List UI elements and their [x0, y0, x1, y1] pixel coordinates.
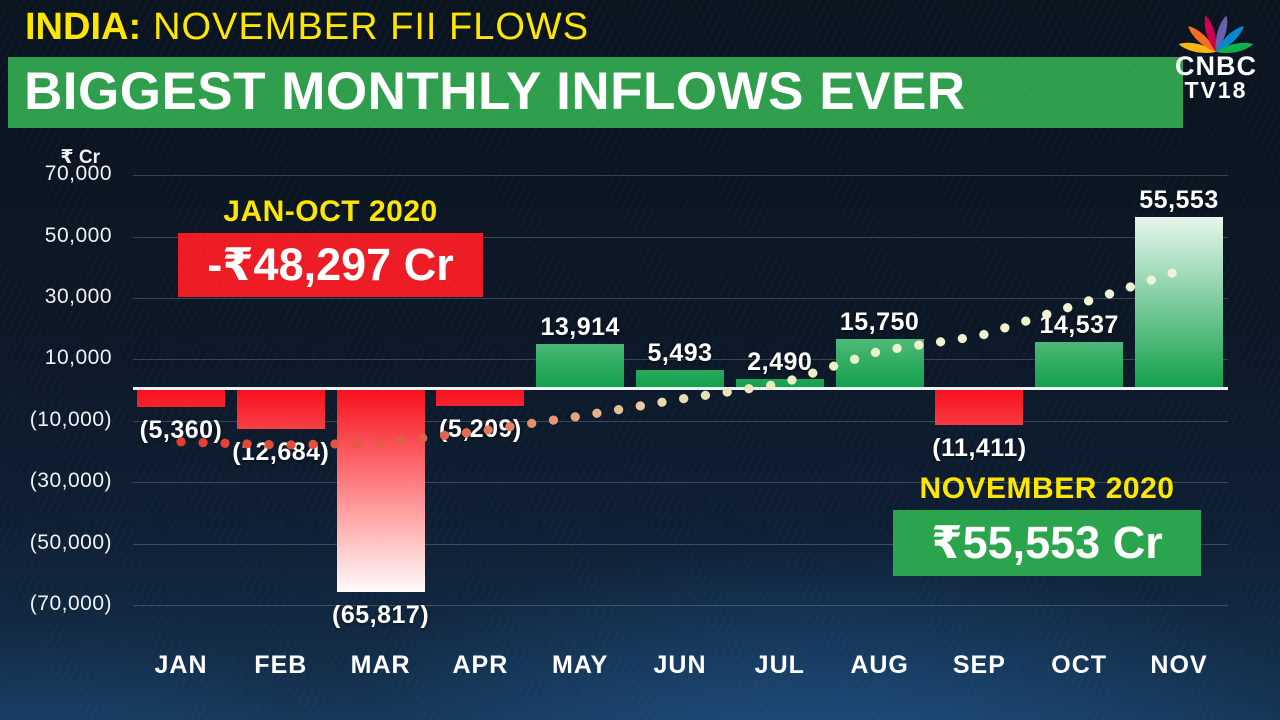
annotation-november-value-box: ₹55,553 Cr [893, 510, 1201, 576]
month-label-mar: MAR [350, 651, 411, 679]
gridline [133, 543, 1228, 545]
bar-value-label: 14,537 [1039, 311, 1119, 340]
annotation-jan-oct-value: -₹48,297 Cr [207, 239, 454, 290]
logo-text-cnbc: CNBC [1175, 51, 1257, 81]
gridline [133, 604, 1228, 606]
month-label-nov: NOV [1150, 651, 1208, 679]
bar-feb [236, 390, 325, 429]
annotation-jan-oct-label: JAN-OCT 2020 [223, 195, 438, 228]
month-label-jan: JAN [154, 651, 208, 679]
month-label-aug: AUG [850, 651, 909, 679]
kicker-title: INDIA: NOVEMBER FII FLOWS [25, 6, 589, 49]
logo-text-tv18: TV18 [1184, 77, 1248, 103]
month-label-feb: FEB [254, 651, 308, 679]
bar-value-label: (12,684) [232, 437, 330, 466]
month-label-sep: SEP [952, 651, 1006, 679]
bar-value-label: (5,209) [439, 415, 522, 443]
kicker-prefix: INDIA: [25, 6, 142, 48]
annotation-november-label: NOVEMBER 2020 [919, 472, 1175, 505]
zero-baseline [133, 387, 1228, 390]
bar-value-label: 15,750 [839, 307, 920, 336]
bar-jan [137, 390, 225, 407]
annotation-jan-oct: JAN-OCT 2020 -₹48,297 Cr [178, 195, 483, 297]
peacock-icon [1178, 15, 1254, 53]
gridline [133, 175, 1228, 177]
y-axis-tick-label: 30,000 [44, 284, 112, 308]
bar-value-label: 55,553 [1139, 185, 1219, 214]
annotation-november-value: ₹55,553 Cr [931, 517, 1163, 568]
bar-sep [935, 390, 1024, 425]
bar-apr [436, 390, 525, 406]
bar-aug [835, 338, 924, 387]
bar-nov [1135, 216, 1223, 387]
bar-value-label: (11,411) [932, 434, 1027, 462]
bar-value-label: (65,817) [332, 601, 430, 630]
gridline [133, 297, 1228, 299]
kicker-rest: NOVEMBER FII FLOWS [153, 6, 590, 48]
bar-oct [1035, 342, 1124, 387]
y-axis-tick-label: 70,000 [44, 162, 112, 186]
y-axis-tick-label: 10,000 [44, 346, 112, 370]
gridline [133, 236, 1228, 238]
y-axis-tick-label: 50,000 [44, 223, 112, 247]
month-label-jul: JUL [754, 651, 805, 679]
month-label-jun: JUN [653, 651, 707, 679]
bar-jul [735, 379, 824, 387]
annotation-jan-oct-value-box: -₹48,297 Cr [178, 233, 483, 297]
annotation-november: NOVEMBER 2020 ₹55,553 Cr [893, 472, 1201, 576]
bar-value-label: 13,914 [540, 313, 620, 342]
y-axis-tick-label: (30,000) [29, 469, 112, 493]
headline-banner: BIGGEST MONTHLY INFLOWS EVER [8, 57, 1183, 128]
cnbc-tv18-logo: CNBC TV18 [1164, 4, 1268, 102]
month-label-oct: OCT [1051, 651, 1108, 679]
bar-value-label: 2,490 [747, 348, 813, 377]
y-axis-tick-label: (50,000) [29, 530, 112, 554]
y-axis-tick-label: (10,000) [29, 407, 112, 431]
y-axis-tick-label: (70,000) [29, 591, 112, 615]
month-label-may: MAY [552, 651, 609, 679]
month-label-apr: APR [452, 651, 509, 679]
gridline [133, 482, 1228, 484]
y-axis-unit-label: ₹ Cr [60, 147, 100, 168]
